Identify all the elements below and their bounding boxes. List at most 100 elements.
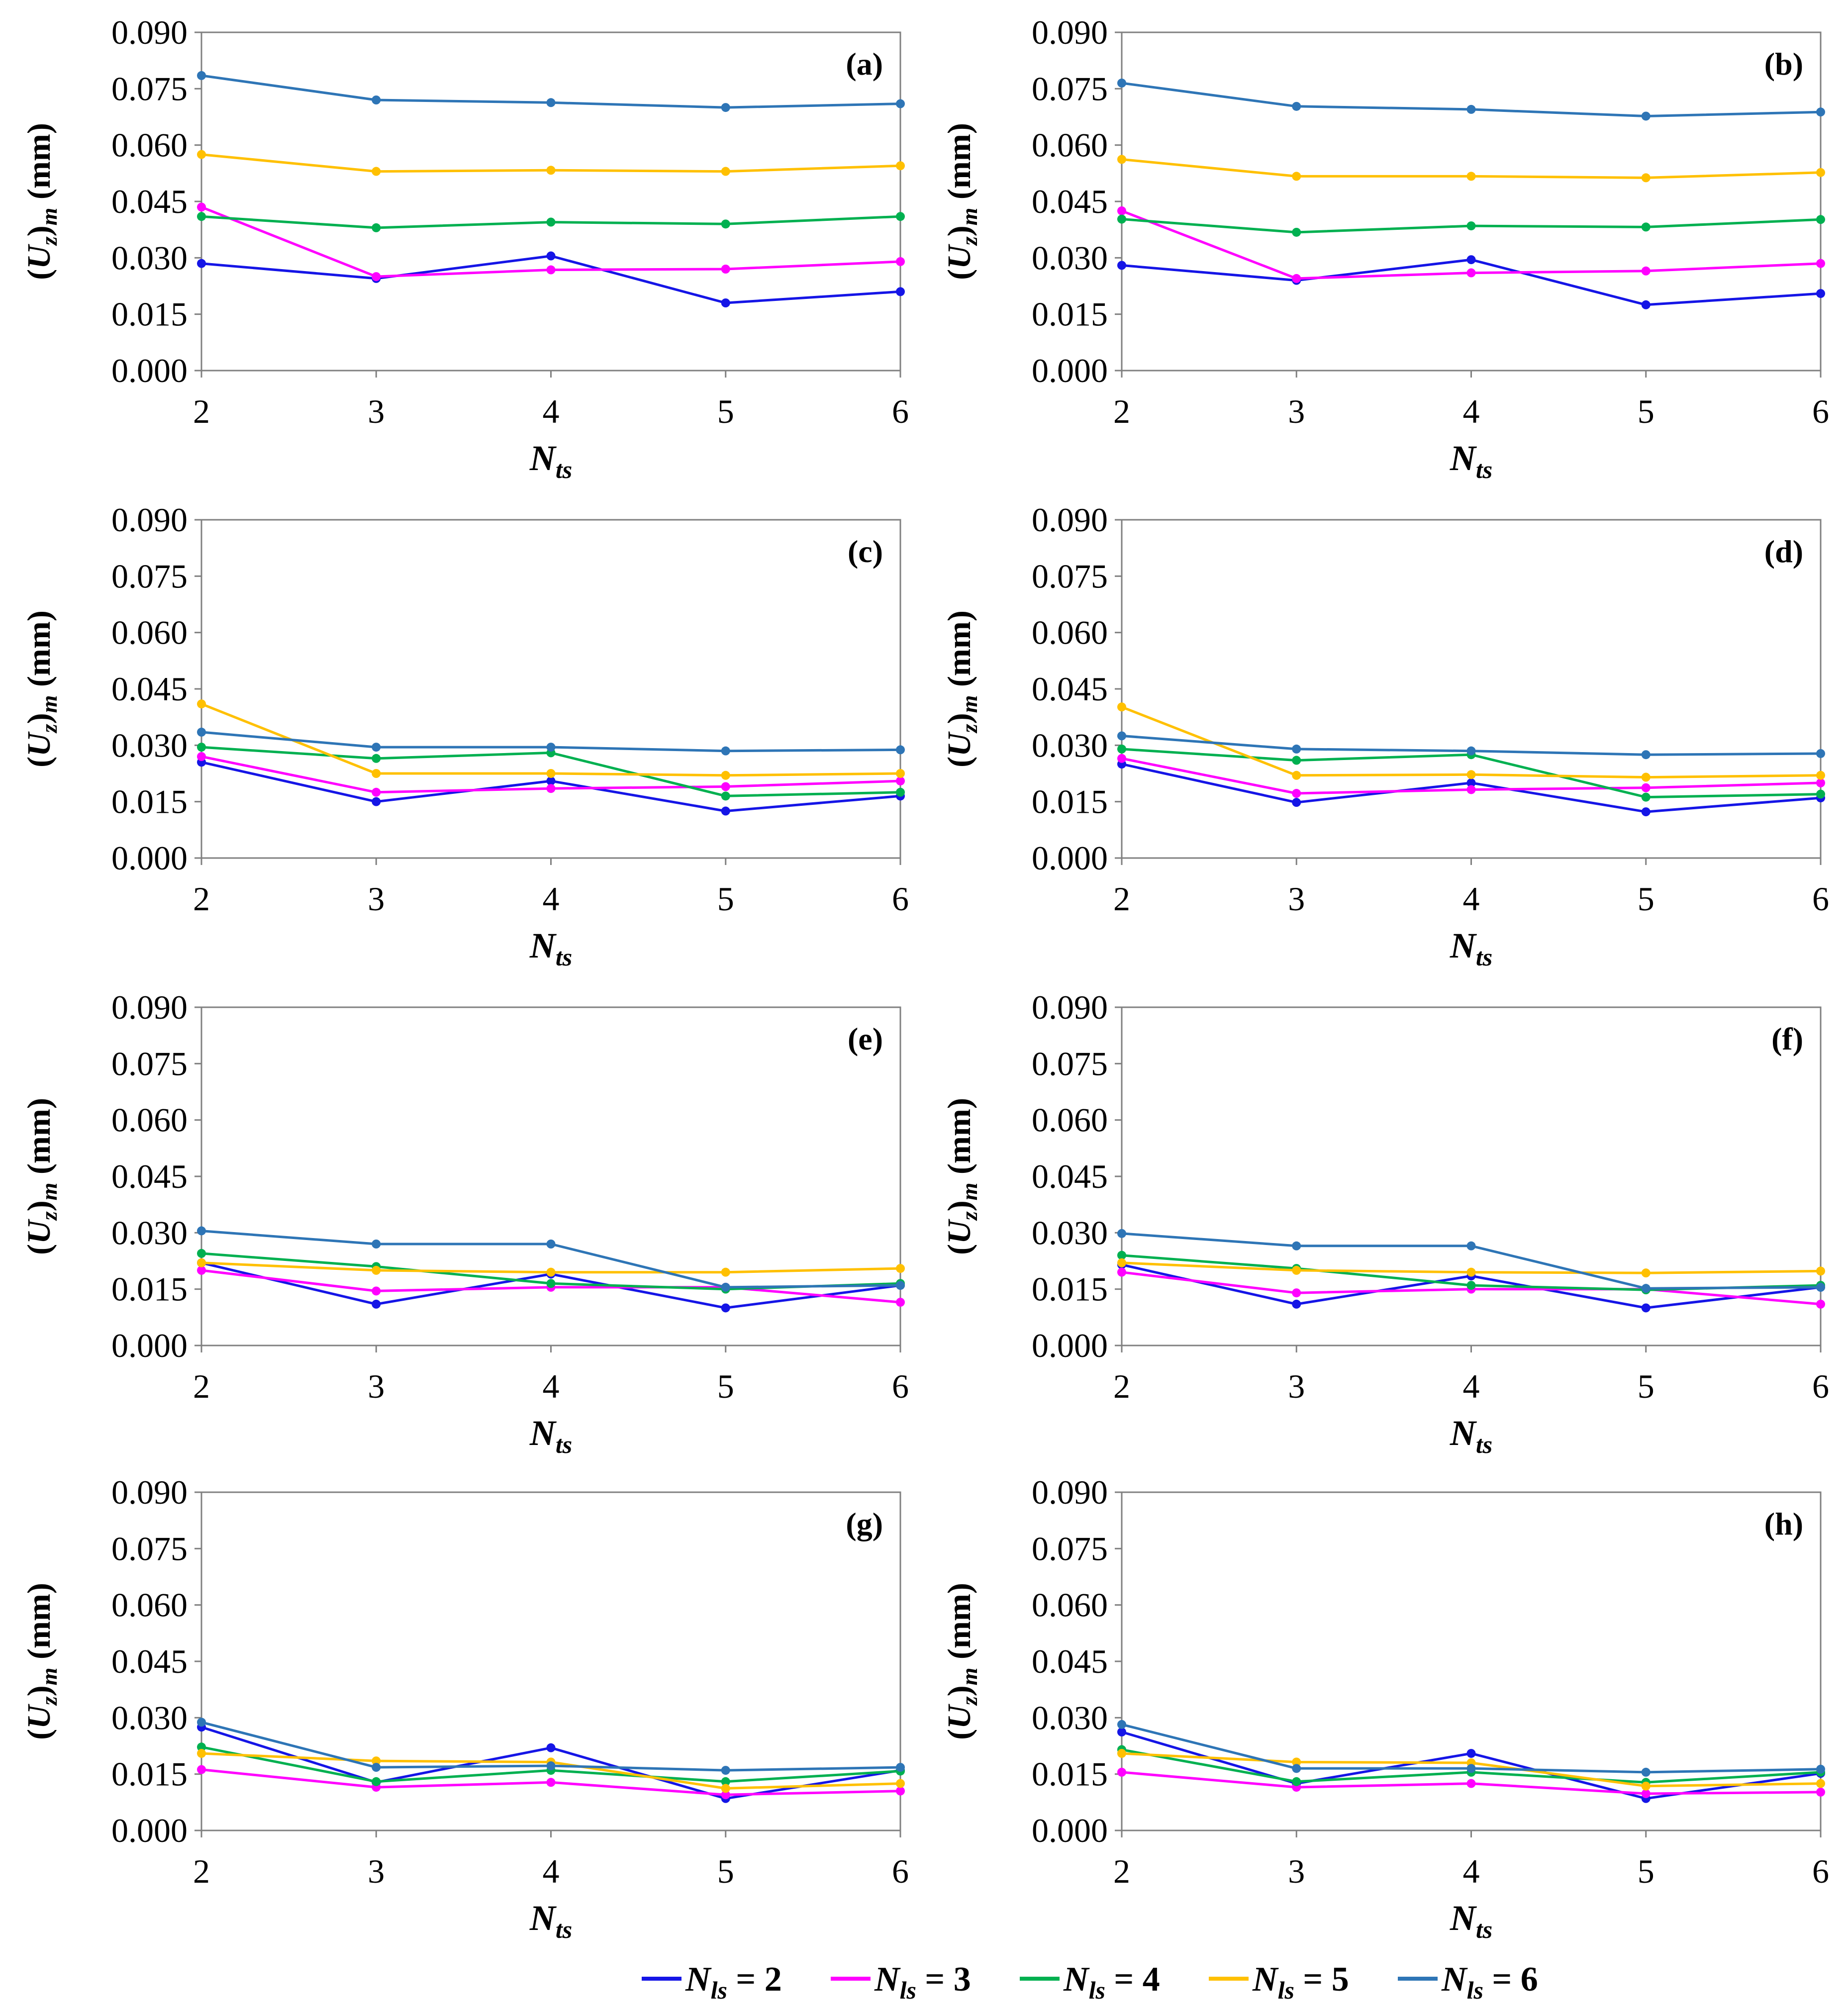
y-tick-label: 0.060 <box>1032 614 1108 652</box>
x-tick-label: 2 <box>1113 880 1130 918</box>
x-axis-label: Nts <box>529 1898 572 1943</box>
y-tick-label: 0.045 <box>111 183 188 220</box>
data-point <box>896 287 905 296</box>
data-point <box>1292 1299 1301 1309</box>
data-point <box>1117 731 1126 741</box>
y-tick-label: 0.045 <box>111 670 188 708</box>
y-tick-label: 0.030 <box>111 1214 188 1251</box>
data-point <box>1816 1299 1825 1309</box>
data-point <box>197 699 206 709</box>
y-tick-label: 0.090 <box>111 13 188 51</box>
y-tick-label: 0.015 <box>1032 1270 1108 1308</box>
data-point <box>546 743 556 752</box>
y-tick-label: 0.045 <box>1032 1157 1108 1195</box>
y-tick-label: 0.030 <box>1032 726 1108 764</box>
y-tick-label: 0.015 <box>1032 783 1108 821</box>
data-point <box>721 103 730 112</box>
x-tick-label: 3 <box>368 1367 385 1405</box>
y-axis-label: (Uz)m (mm) <box>941 1583 982 1740</box>
data-point <box>1292 172 1301 181</box>
data-point <box>1466 746 1476 756</box>
y-axis-label: (Uz)m (mm) <box>21 1583 62 1740</box>
data-point <box>896 1786 905 1796</box>
series-line-nls-2 <box>201 255 901 304</box>
data-point <box>1816 1266 1825 1276</box>
panel-label: (h) <box>1764 1506 1803 1541</box>
data-point <box>1816 1764 1825 1774</box>
data-point <box>372 1763 381 1772</box>
panel-label: (a) <box>846 46 883 82</box>
panel-e: 0.000 0.015 0.030 0.045 0.060 0.075 0.090 2 3 4 5 6… <box>21 988 909 1458</box>
data-point <box>372 1265 381 1275</box>
data-point <box>1641 1767 1651 1777</box>
y-tick-label: 0.000 <box>111 1327 188 1364</box>
data-point <box>197 259 206 268</box>
data-point <box>1117 214 1126 224</box>
series-line-nls-6 <box>201 1230 901 1289</box>
x-tick-label: 5 <box>717 1852 734 1890</box>
x-tick-label: 4 <box>1463 392 1480 430</box>
y-tick-label: 0.045 <box>1032 1642 1108 1680</box>
y-tick-label: 0.000 <box>1032 352 1108 389</box>
data-point <box>1641 300 1651 309</box>
panel-label: (f) <box>1771 1021 1803 1056</box>
data-point <box>197 743 206 752</box>
data-point <box>546 1279 556 1288</box>
x-tick-label: 4 <box>1463 880 1480 918</box>
x-tick-label: 3 <box>368 392 385 430</box>
data-point <box>546 1761 556 1771</box>
x-tick-label: 6 <box>892 1852 909 1890</box>
data-point <box>1117 261 1126 270</box>
data-point <box>1816 1282 1825 1292</box>
data-point <box>1292 1241 1301 1250</box>
data-point <box>546 265 556 275</box>
data-point <box>1117 1229 1126 1238</box>
data-point <box>1117 1267 1126 1277</box>
x-tick-label: 2 <box>193 880 210 918</box>
data-point <box>1117 702 1126 712</box>
x-tick-label: 6 <box>892 392 909 430</box>
data-point <box>1816 107 1825 117</box>
y-axis-label: (Uz)m (mm) <box>941 1098 982 1255</box>
x-tick-label: 5 <box>717 1367 734 1405</box>
y-tick-label: 0.000 <box>1032 1812 1108 1849</box>
data-point <box>1466 1749 1476 1758</box>
data-point <box>1117 1250 1126 1260</box>
panel-d: 0.000 0.015 0.030 0.045 0.060 0.075 0.090 2 3 4 5 6… <box>941 501 1829 971</box>
data-point <box>1466 1281 1476 1290</box>
data-point <box>372 754 381 763</box>
x-tick-label: 4 <box>1463 1367 1480 1405</box>
data-point <box>1816 770 1825 780</box>
data-point <box>1292 789 1301 798</box>
data-point <box>1117 79 1126 88</box>
data-point <box>372 1240 381 1248</box>
y-tick-label: 0.090 <box>1032 501 1108 539</box>
panel-a: 0.000 0.015 0.030 0.045 0.060 0.075 0.090 2 3 4 5 6… <box>21 13 909 483</box>
series-line-nls-5 <box>1121 705 1821 779</box>
data-point <box>721 1777 730 1786</box>
data-point <box>896 1763 905 1772</box>
data-point <box>197 1718 206 1727</box>
data-point <box>1641 1789 1651 1798</box>
x-tick-label: 6 <box>1812 880 1829 918</box>
data-point <box>372 743 381 752</box>
data-point <box>1816 259 1825 268</box>
x-tick-label: 6 <box>892 1367 909 1405</box>
panel-c: 0.000 0.015 0.030 0.045 0.060 0.075 0.090 2 3 4 5 6… <box>21 501 909 971</box>
data-point <box>546 98 556 107</box>
y-tick-label: 0.030 <box>1032 1214 1108 1251</box>
data-point <box>1292 274 1301 283</box>
x-tick-label: 5 <box>717 880 734 918</box>
data-point <box>1292 1777 1301 1786</box>
x-tick-label: 3 <box>1288 1852 1305 1890</box>
data-point <box>546 217 556 227</box>
x-axis-label: Nts <box>529 1413 572 1458</box>
data-point <box>721 1784 730 1793</box>
data-point <box>1292 744 1301 754</box>
panel-label: (d) <box>1764 534 1803 569</box>
y-tick-label: 0.045 <box>111 1642 188 1680</box>
data-point <box>896 1779 905 1788</box>
data-point <box>546 1743 556 1752</box>
y-axis-label: (Uz)m (mm) <box>941 123 982 280</box>
data-point <box>546 769 556 778</box>
